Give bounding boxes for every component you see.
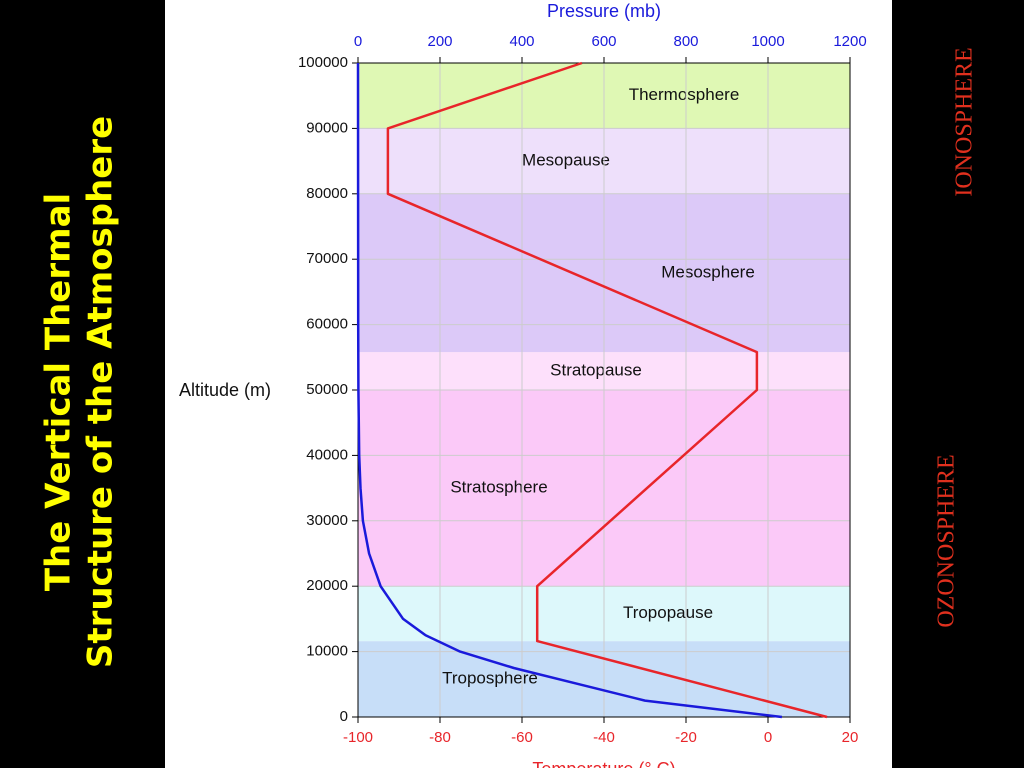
y-tick-label: 50000 (306, 381, 348, 398)
layer-label: Mesosphere (661, 262, 755, 281)
profile-line (356, 62, 783, 719)
y-tick-label: 100000 (298, 54, 348, 71)
y-tick-label: 90000 (306, 119, 348, 136)
y-tick-label: 70000 (306, 250, 348, 267)
x-tick-label: -20 (675, 729, 697, 746)
y-tick-label: 20000 (306, 577, 348, 594)
x2-tick-label: 800 (673, 33, 698, 50)
layer-label: Tropopause (623, 603, 713, 622)
x2-tick-label: 0 (354, 33, 362, 50)
y-tick-label: 40000 (306, 446, 348, 463)
layer-label: Thermosphere (629, 85, 740, 104)
x-tick-label: 20 (842, 729, 859, 746)
x2-tick-label: 1000 (751, 33, 784, 50)
x2-tick-label: 600 (591, 33, 616, 50)
x-tick-label: -100 (343, 729, 373, 746)
y-tick-label: 30000 (306, 512, 348, 529)
x2-axis-label: Pressure (mb) (547, 1, 661, 21)
y-tick-label: 0 (340, 708, 348, 725)
x-axis-label: Temperature (° C) (532, 759, 675, 768)
layer-label: Troposphere (442, 669, 538, 688)
layer-label: Mesopause (522, 151, 610, 170)
title-line: Structure of the Atmosphere (81, 116, 121, 668)
y-tick-label: 80000 (306, 185, 348, 202)
title-line: The Vertical Thermal (39, 193, 79, 591)
title: The Vertical Thermal Structure of the At… (39, 116, 121, 668)
x2-tick-label: 200 (427, 33, 452, 50)
profile-line (386, 61, 828, 719)
y-tick-label: 10000 (306, 643, 348, 660)
x2-tick-label: 1200 (833, 33, 866, 50)
layer-label: Stratopause (550, 361, 642, 380)
y-axis-label: Altitude (m) (179, 380, 271, 400)
y-tick-label: 60000 (306, 316, 348, 333)
side-label: IONOSPHERE (952, 47, 978, 196)
x-tick-label: -40 (593, 729, 615, 746)
side-label: OZONOSPHERE (934, 454, 960, 627)
layer-label: Stratosphere (450, 478, 547, 497)
x2-tick-label: 400 (509, 33, 534, 50)
x-tick-label: -80 (429, 729, 451, 746)
x-tick-label: -60 (511, 729, 533, 746)
x-tick-label: 0 (764, 729, 772, 746)
